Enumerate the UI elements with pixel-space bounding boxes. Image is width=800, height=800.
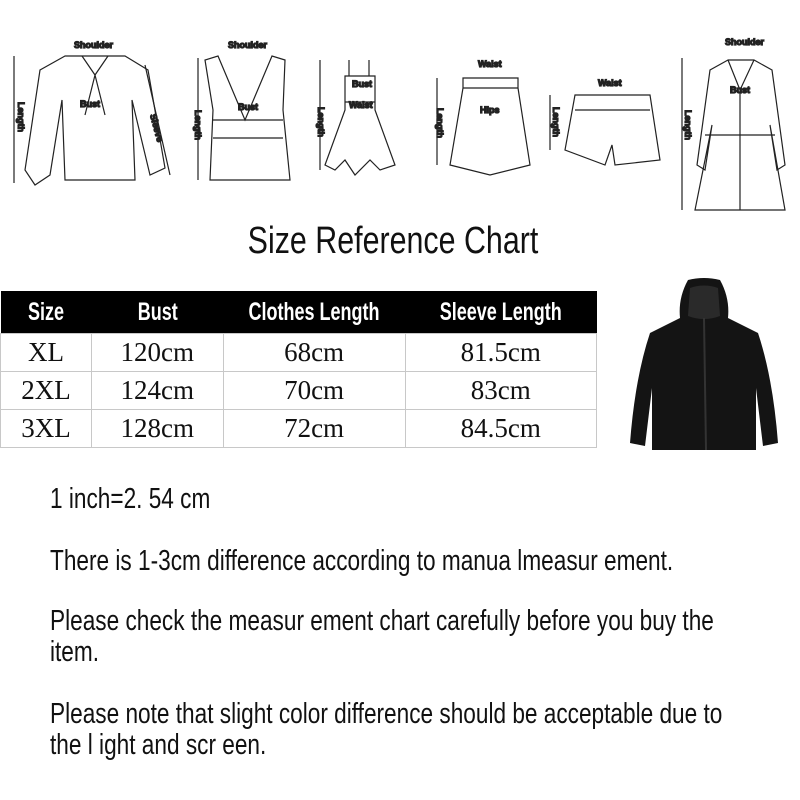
svg-text:Waist: Waist bbox=[598, 78, 622, 88]
coat-diagram: Shoulder Bust Length bbox=[681, 36, 786, 211]
cell-sleeve-length: 81.5cm bbox=[404, 333, 598, 372]
svg-text:Length: Length bbox=[683, 110, 693, 140]
svg-text:Hips: Hips bbox=[480, 105, 500, 115]
svg-text:Bust: Bust bbox=[730, 85, 750, 95]
svg-text:Shoulder: Shoulder bbox=[228, 40, 267, 50]
cell-clothes-length: 68cm bbox=[222, 333, 406, 372]
table-header-row: Size Bust Clothes Length Sleeve Length bbox=[0, 291, 597, 334]
garment-measurement-diagrams: Shoulder Bust Length Sleeve Shoulder Bus… bbox=[13, 36, 786, 211]
svg-text:Length: Length bbox=[16, 102, 26, 132]
table-row: 3XL 128cm 72cm 84.5cm bbox=[0, 409, 598, 448]
svg-text:Waist: Waist bbox=[478, 59, 502, 69]
svg-text:Shoulder: Shoulder bbox=[74, 40, 113, 50]
measurement-difference-note: There is 1-3cm difference according to m… bbox=[50, 545, 674, 577]
svg-text:Bust: Bust bbox=[238, 102, 258, 112]
color-difference-note: Please note that slight color difference… bbox=[50, 698, 723, 761]
table-row: XL 120cm 68cm 81.5cm bbox=[0, 333, 598, 372]
table-row: 2XL 124cm 70cm 83cm bbox=[0, 371, 598, 410]
cell-size: 2XL bbox=[0, 371, 92, 410]
svg-text:Length: Length bbox=[316, 107, 326, 137]
dress-diagram: Bust Waist Length bbox=[315, 60, 396, 176]
header-bust: Bust bbox=[91, 291, 224, 334]
header-sleeve-length: Sleeve Length bbox=[405, 291, 597, 334]
skirt-diagram: Waist Hips Length bbox=[434, 58, 531, 176]
svg-text:Length: Length bbox=[551, 107, 561, 137]
shorts-diagram: Waist Length bbox=[549, 77, 661, 166]
cell-size: XL bbox=[0, 333, 92, 372]
header-size: Size bbox=[0, 291, 92, 334]
cell-bust: 128cm bbox=[91, 409, 224, 448]
svg-text:Sleeve: Sleeve bbox=[148, 113, 165, 143]
cell-bust: 124cm bbox=[91, 371, 224, 410]
svg-text:Length: Length bbox=[435, 108, 445, 138]
cell-sleeve-length: 84.5cm bbox=[404, 409, 598, 448]
inch-conversion-note: 1 inch=2. 54 cm bbox=[50, 483, 211, 515]
header-clothes-length: Clothes Length bbox=[223, 291, 406, 334]
svg-text:Length: Length bbox=[193, 110, 203, 140]
cell-clothes-length: 72cm bbox=[222, 409, 406, 448]
cell-bust: 120cm bbox=[91, 333, 224, 372]
svg-text:Waist: Waist bbox=[349, 100, 373, 110]
svg-text:Bust: Bust bbox=[352, 79, 372, 89]
chart-title: Size Reference Chart bbox=[247, 220, 539, 262]
cell-sleeve-length: 83cm bbox=[404, 371, 598, 410]
svg-text:Shoulder: Shoulder bbox=[725, 37, 764, 47]
tank-top-diagram: Shoulder Bust Length bbox=[192, 39, 291, 181]
check-chart-note: Please check the measur ement chart care… bbox=[50, 605, 714, 668]
size-table: Size Bust Clothes Length Sleeve Length X… bbox=[0, 291, 598, 448]
cell-size: 3XL bbox=[0, 409, 92, 448]
blouse-diagram: Shoulder Bust Length Sleeve bbox=[13, 39, 171, 186]
svg-text:Bust: Bust bbox=[80, 99, 100, 109]
cell-clothes-length: 70cm bbox=[222, 371, 406, 410]
jacket-product-image bbox=[630, 278, 778, 451]
